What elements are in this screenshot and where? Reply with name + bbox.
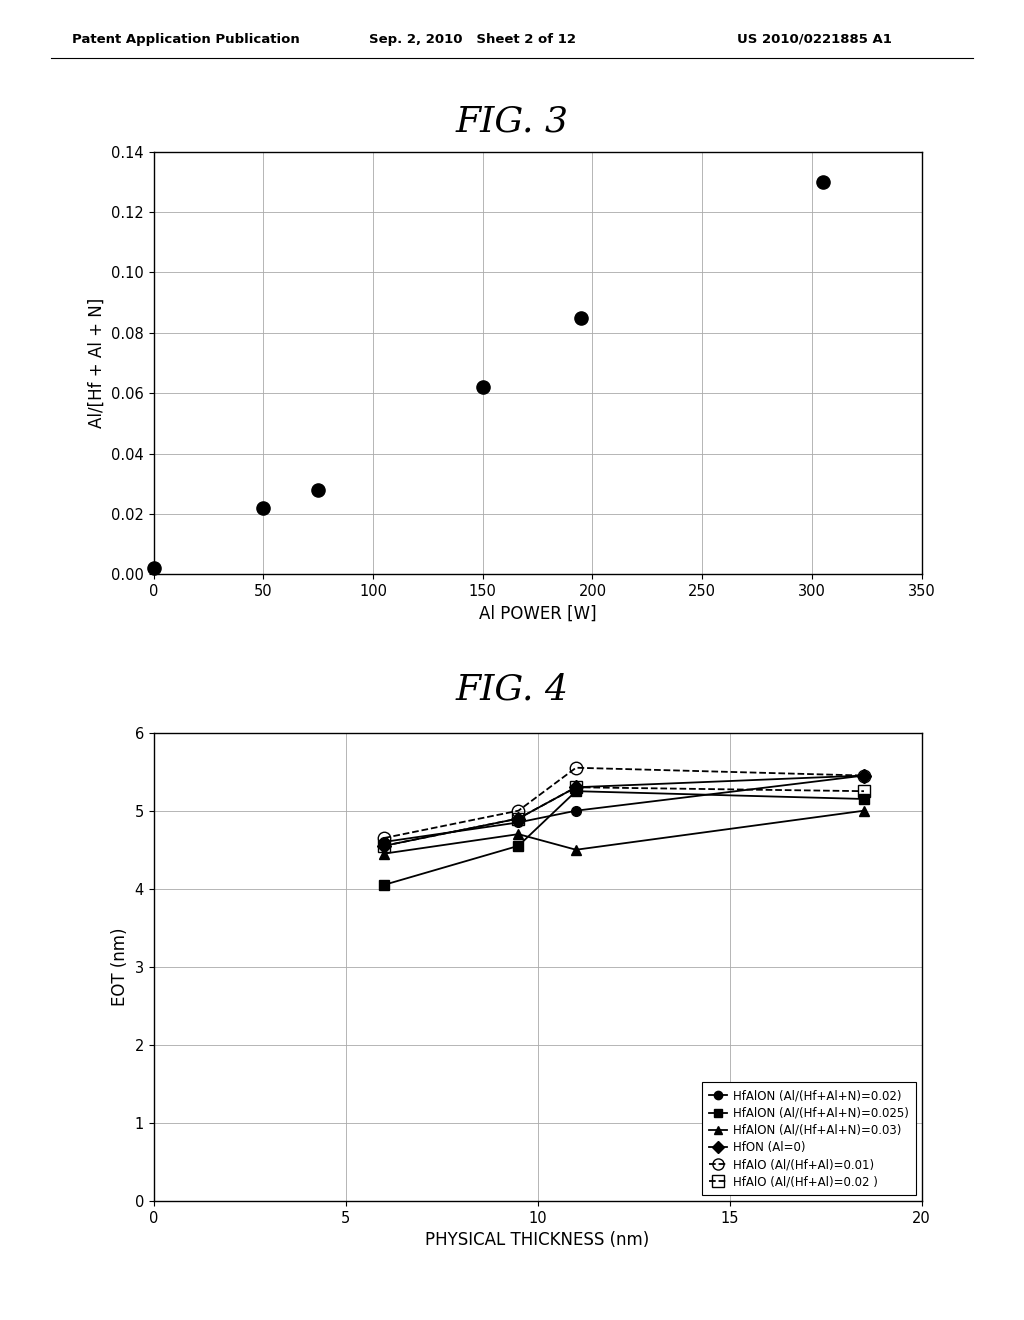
- Text: FIG. 4: FIG. 4: [456, 672, 568, 706]
- Legend: HfAlON (Al/(Hf+Al+N)=0.02), HfAlON (Al/(Hf+Al+N)=0.025), HfAlON (Al/(Hf+Al+N)=0.: HfAlON (Al/(Hf+Al+N)=0.02), HfAlON (Al/(…: [702, 1082, 915, 1196]
- X-axis label: PHYSICAL THICKNESS (nm): PHYSICAL THICKNESS (nm): [426, 1232, 649, 1250]
- Y-axis label: EOT (nm): EOT (nm): [111, 928, 129, 1006]
- Point: [145, 557, 162, 578]
- Point: [815, 172, 831, 193]
- Point: [255, 498, 271, 519]
- Text: Sep. 2, 2010   Sheet 2 of 12: Sep. 2, 2010 Sheet 2 of 12: [369, 33, 575, 46]
- X-axis label: Al POWER [W]: Al POWER [W]: [479, 605, 596, 623]
- Point: [474, 376, 490, 397]
- Text: FIG. 3: FIG. 3: [456, 104, 568, 139]
- Point: [573, 308, 590, 329]
- Text: US 2010/0221885 A1: US 2010/0221885 A1: [737, 33, 892, 46]
- Point: [310, 479, 327, 500]
- Text: Patent Application Publication: Patent Application Publication: [72, 33, 299, 46]
- Y-axis label: Al/[Hf + Al + N]: Al/[Hf + Al + N]: [87, 298, 105, 428]
